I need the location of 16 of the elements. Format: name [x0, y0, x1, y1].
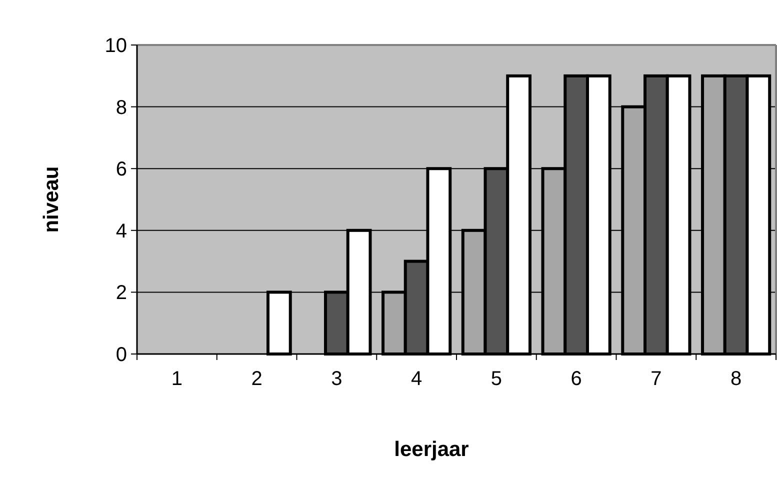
x-tick-label: 7: [650, 368, 662, 390]
x-tick-label: 6: [570, 368, 582, 390]
x-tick-label: 2: [251, 368, 262, 390]
y-tick-label: 4: [116, 220, 127, 242]
x-axis-title: leerjaar: [394, 438, 469, 461]
x-tick-label: 5: [490, 368, 502, 390]
y-axis-title: niveau: [40, 166, 63, 233]
y-tick-label: 2: [116, 282, 127, 304]
x-tick-label: 1: [171, 368, 182, 390]
x-tick-label: 3: [331, 368, 342, 390]
y-tick-label: 8: [116, 96, 127, 119]
x-tick-label: 4: [411, 368, 422, 390]
x-tick-label: 8: [730, 368, 742, 390]
y-tick-label: 0: [116, 344, 127, 366]
y-tick-label: 10: [104, 35, 127, 57]
y-tick-label: 6: [116, 158, 127, 181]
